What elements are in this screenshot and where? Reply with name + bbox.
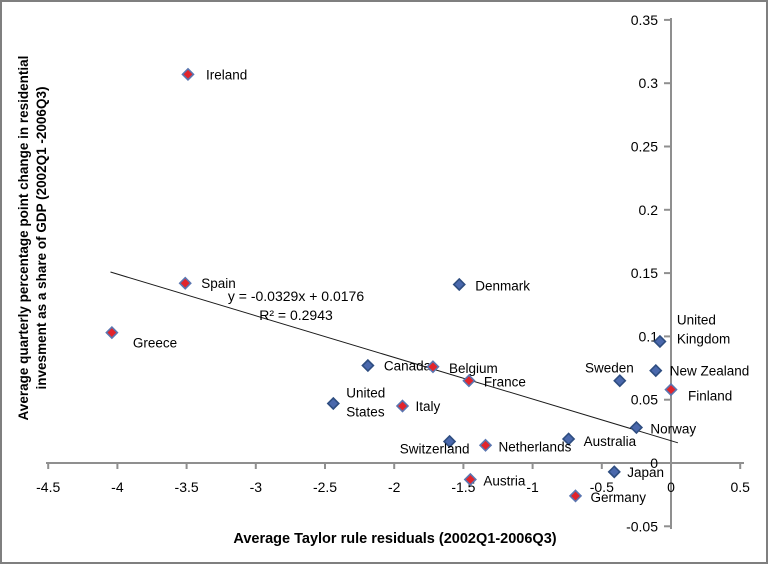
data-point-label-japan: Japan [627, 465, 664, 480]
data-point-marker-switzerland [442, 434, 457, 449]
data-point-marker-ireland [181, 67, 195, 81]
y-tick-label: 0.15 [631, 265, 658, 281]
data-point-label-united-kingdom: Kingdom [677, 331, 730, 346]
data-point-label-new-zealand: New Zealand [670, 364, 750, 379]
data-point-label-united-states: States [346, 404, 385, 419]
data-point-marker-spain [178, 276, 192, 290]
data-point-marker-sweden [613, 374, 627, 388]
trendline-equation: y = -0.0329x + 0.0176 R² = 0.2943 [228, 287, 364, 325]
data-point-label-greece: Greece [133, 336, 177, 351]
x-tick-label: -3.5 [175, 479, 199, 495]
trendline-r-squared-text: R² = 0.2943 [259, 307, 333, 323]
data-point-marker-belgium [426, 360, 440, 374]
data-point-label-germany: Germany [591, 490, 647, 505]
y-tick-label: 0.05 [631, 392, 658, 408]
data-point-label-norway: Norway [650, 422, 696, 437]
data-point-marker-united-kingdom [653, 334, 667, 349]
data-point-marker-new-zealand [649, 363, 663, 378]
data-point-marker-germany [568, 489, 583, 503]
y-tick-label: 0.25 [631, 139, 658, 155]
data-point-marker-france [462, 374, 476, 388]
trendline-equation-text: y = -0.0329x + 0.0176 [227, 288, 365, 304]
data-point-marker-netherlands [478, 438, 493, 452]
data-point-marker-united-states [326, 396, 340, 411]
data-point-marker-norway [629, 420, 644, 435]
data-point-label-united-kingdom: United [677, 312, 716, 327]
y-tick-label: 0.2 [639, 202, 659, 218]
data-point-marker-denmark [452, 277, 466, 292]
data-point-label-france: France [484, 375, 526, 390]
data-point-label-sweden: Sweden [585, 361, 634, 376]
data-point-label-netherlands: Netherlands [499, 439, 572, 454]
data-point-label-united-states: United [346, 385, 385, 400]
data-point-label-australia: Australia [584, 434, 637, 449]
data-point-label-switzerland: Switzerland [400, 441, 470, 456]
y-tick-label: 0.35 [631, 12, 658, 28]
data-point-label-spain: Spain [201, 276, 236, 291]
x-tick-label: 0 [667, 479, 675, 495]
data-point-label-canada: Canada [384, 359, 432, 374]
y-tick-label: 0 [650, 455, 658, 471]
x-tick-label: -4 [111, 479, 124, 495]
data-point-label-belgium: Belgium [449, 361, 498, 376]
x-tick-label: -2 [388, 479, 401, 495]
data-point-marker-canada [361, 358, 375, 373]
trendline [110, 271, 679, 444]
x-tick-label: -2.5 [313, 479, 337, 495]
data-point-marker-australia [561, 432, 576, 446]
data-point-label-denmark: Denmark [475, 278, 530, 293]
data-point-label-finland: Finland [688, 389, 732, 404]
data-point-marker-austria [463, 472, 477, 487]
x-tick-label: -4.5 [36, 479, 60, 495]
data-point-label-ireland: Ireland [206, 67, 247, 82]
data-point-marker-greece [105, 325, 119, 340]
data-point-label-italy: Italy [416, 399, 441, 414]
x-tick-label: 0.5 [730, 479, 750, 495]
data-point-marker-finland [664, 382, 678, 397]
data-point-label-austria: Austria [483, 473, 526, 488]
x-axis-title: Average Taylor rule residuals (2002Q1-20… [233, 531, 557, 547]
y-tick-label: -0.05 [626, 518, 658, 534]
data-point-marker-italy [395, 399, 410, 413]
x-tick-label: -0.5 [590, 479, 614, 495]
x-tick-label: -1 [526, 479, 539, 495]
y-tick-label: 0.3 [639, 75, 659, 91]
data-point-marker-japan [607, 465, 621, 479]
x-tick-label: -3 [250, 479, 263, 495]
y-tick-label: 0.1 [639, 328, 659, 344]
